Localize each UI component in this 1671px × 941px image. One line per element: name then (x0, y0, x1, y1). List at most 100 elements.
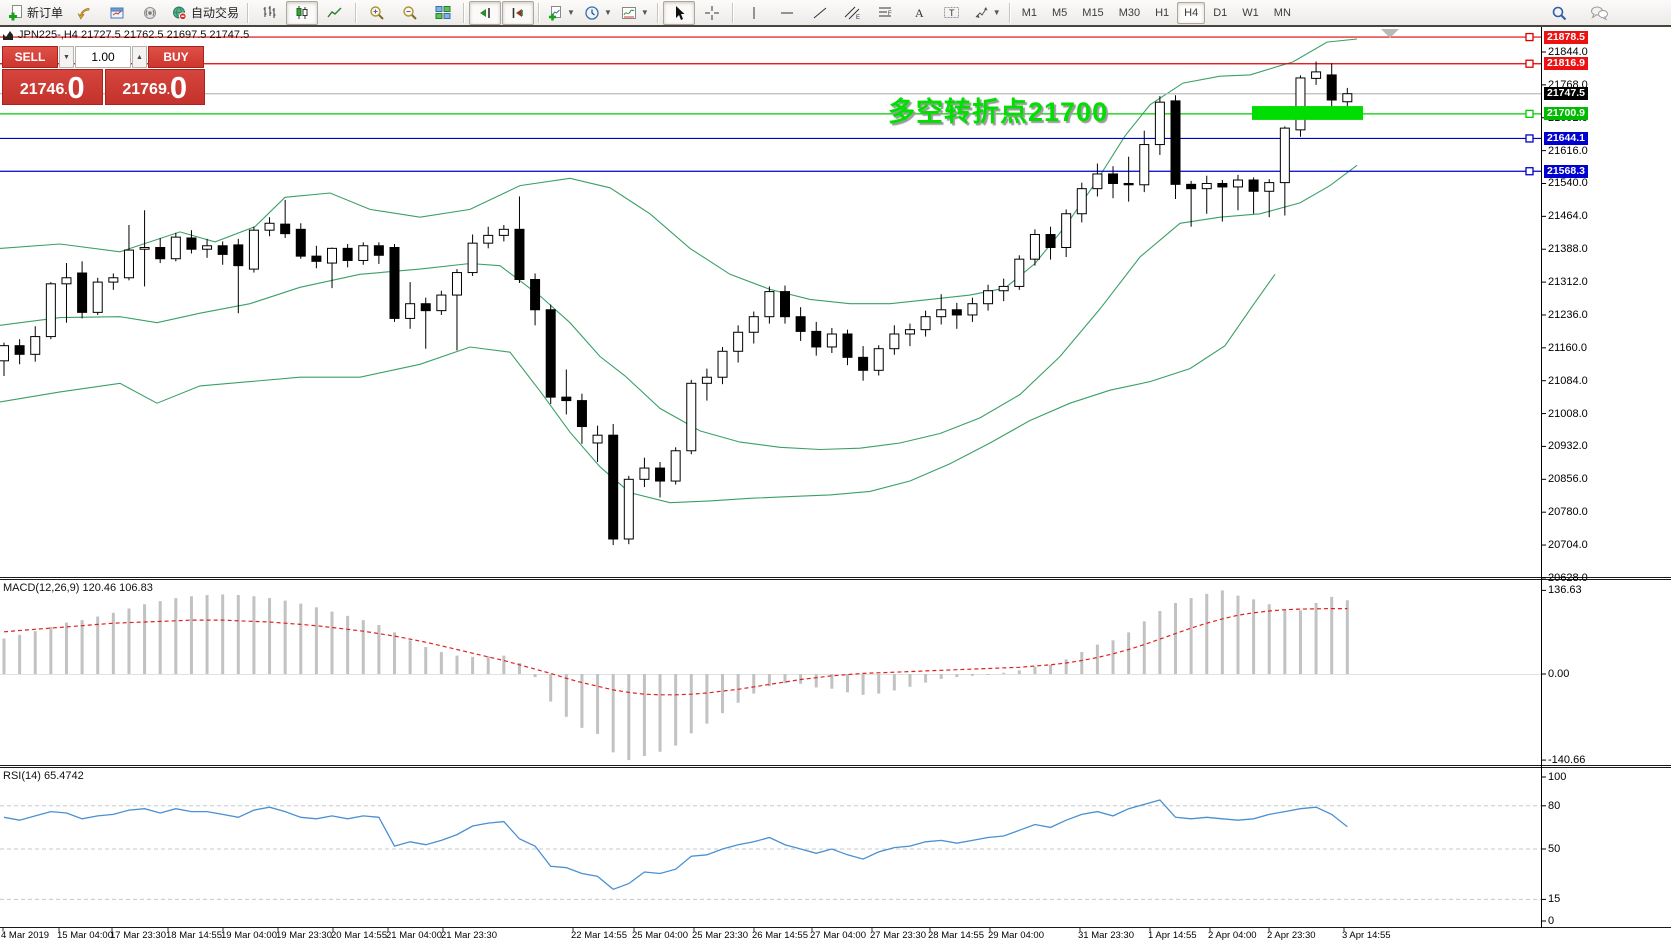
price-marker-21747.5: 21747.5 (1544, 87, 1588, 101)
text-tool-button[interactable]: A (903, 1, 935, 25)
price-tick-label: 21540.0 (1548, 177, 1588, 190)
toolbar-separator (538, 2, 541, 23)
volume-increase-button[interactable]: ▲ (132, 46, 147, 68)
new-order-button[interactable]: 新订单 (4, 1, 67, 25)
vertical-line-tool-button[interactable] (738, 1, 770, 25)
timeframe-h4-button[interactable]: H4 (1177, 1, 1206, 24)
zoom-out-icon (402, 5, 418, 21)
market-watch-button[interactable] (101, 1, 133, 25)
cursor-tool-button[interactable] (662, 0, 695, 25)
bollinger-middle-band (0, 164, 1358, 451)
tiles-icon (435, 5, 451, 20)
shapes-tool-button[interactable]: ▼ (969, 1, 1005, 25)
toolbar-separator (247, 2, 250, 23)
zoom-in-button[interactable] (361, 1, 393, 25)
bollinger-upper-band (0, 38, 1358, 305)
toolbar-separator (355, 2, 358, 23)
horizontal-line-tool-button[interactable] (771, 1, 803, 25)
time-tick-label: 19 Mar 04:00 (221, 930, 277, 941)
line-chart-button[interactable] (319, 1, 351, 25)
volume-input[interactable] (75, 46, 131, 68)
bar-chart-button[interactable] (253, 1, 285, 25)
label-icon: T (943, 5, 960, 20)
indicators-menu-button[interactable]: ▼ (617, 1, 653, 25)
buy-price-display[interactable]: 21769 . 0 (104, 69, 205, 105)
time-tick-label: 21 Mar 23:30 (441, 930, 497, 941)
time-tick-label: 31 Mar 23:30 (1078, 930, 1134, 941)
timeframe-m15-button[interactable]: M15 (1082, 6, 1104, 19)
chevron-down-icon: ▼ (992, 7, 1001, 17)
rsi-indicator-label: RSI(14) 65.4742 (3, 770, 84, 782)
timeframe-d1-button[interactable]: D1 (1213, 6, 1228, 19)
candlestick-chart-button[interactable] (286, 0, 319, 25)
chat-button[interactable] (1583, 1, 1615, 25)
price-tick-label: 21312.0 (1548, 276, 1588, 289)
sell-price-display[interactable]: 21746 . 0 (2, 69, 103, 105)
market-watch-icon (109, 5, 125, 21)
buy-button[interactable]: BUY (148, 46, 204, 68)
text-icon: A (912, 5, 926, 20)
shapes-icon (973, 5, 989, 20)
rsi-axis-label: 100 (1548, 771, 1567, 783)
signals-button[interactable] (134, 1, 166, 25)
chart-title-text: JPN225-,H4 21727.5 21762.5 21697.5 21747… (18, 29, 250, 41)
trendline-icon (812, 6, 828, 20)
time-tick-label: 27 Mar 23:30 (870, 930, 926, 941)
price-tick-label: 21236.0 (1548, 308, 1588, 321)
time-tick-label: 27 Mar 04:00 (810, 930, 866, 941)
timeframe-m30-button[interactable]: M30 (1118, 6, 1141, 19)
shift-icon (477, 6, 493, 20)
zoom-in-icon (369, 5, 385, 21)
auto-scroll-button[interactable] (502, 0, 535, 25)
bollinger-lower-band (0, 273, 1276, 504)
timeframe-w1-button[interactable]: W1 (1242, 6, 1259, 19)
timeframe-m1-button[interactable]: M1 (1021, 6, 1037, 19)
price-tick-label: 21084.0 (1548, 374, 1588, 387)
timeframe-h1-button[interactable]: H1 (1155, 6, 1170, 19)
crosshair-tool-button[interactable] (696, 1, 728, 25)
new-chart-button[interactable]: ▼ (544, 1, 579, 25)
price-tick-label: 21844.0 (1548, 46, 1588, 58)
main-toolbar: 新订单 自动交易 ▼ ▼ ▼ E F A T ▼ M1 M5 M15 M30 H1 H4 D1 W1 MN (0, 0, 1671, 27)
chart-title: JPN225-,H4 21727.5 21762.5 21697.5 21747… (3, 29, 249, 41)
bars-icon (261, 5, 277, 20)
zoom-out-button[interactable] (394, 1, 426, 25)
price-tick-label: 20856.0 (1548, 473, 1588, 486)
periods-menu-button[interactable]: ▼ (580, 1, 616, 25)
time-tick-label: 18 Mar 14:55 (166, 930, 222, 941)
price-tick-label: 21008.0 (1548, 407, 1588, 420)
price-marker-21568.3: 21568.3 (1544, 164, 1588, 178)
sell-price-int: 21746 (19, 81, 65, 98)
buy-price-sep: . (166, 85, 170, 97)
sell-button[interactable]: SELL (2, 46, 58, 68)
chevron-down-icon: ▼ (567, 7, 575, 17)
time-tick-label: 25 Mar 23:30 (692, 930, 748, 941)
auto-trading-button[interactable]: 自动交易 (167, 1, 243, 25)
charts-profile-button[interactable] (68, 1, 100, 25)
scroll-end-marker[interactable] (1381, 29, 1399, 38)
volume-decrease-button[interactable]: ▼ (59, 46, 74, 68)
price-marker-21878.5: 21878.5 (1544, 30, 1588, 44)
time-tick-label: 19 Mar 23:30 (276, 930, 332, 941)
time-tick-label: 3 Apr 14:55 (1342, 930, 1391, 941)
svg-text:E: E (856, 15, 860, 20)
fibonacci-tool-button[interactable]: F (870, 1, 902, 25)
timeframe-m5-button[interactable]: M5 (1052, 6, 1068, 19)
chart-shift-button[interactable] (469, 0, 502, 25)
trendline-tool-button[interactable] (804, 1, 836, 25)
price-tick-label: 20932.0 (1548, 440, 1588, 453)
macd-signal-line (3, 607, 1348, 696)
equidistant-channel-tool-button[interactable]: E (837, 1, 869, 25)
tile-windows-button[interactable] (427, 1, 459, 25)
crosshair-icon (704, 5, 720, 21)
vline-icon (747, 6, 761, 20)
autoscroll-icon (510, 6, 526, 20)
sell-price-frac: 0 (67, 70, 85, 105)
label-tool-button[interactable]: T (936, 1, 968, 25)
search-button[interactable] (1543, 1, 1575, 25)
chart-window-icon (3, 30, 14, 41)
buy-price-frac: 0 (169, 70, 188, 105)
timeframe-mn-button[interactable]: MN (1273, 6, 1291, 19)
chevron-down-icon: ▼ (640, 7, 649, 17)
